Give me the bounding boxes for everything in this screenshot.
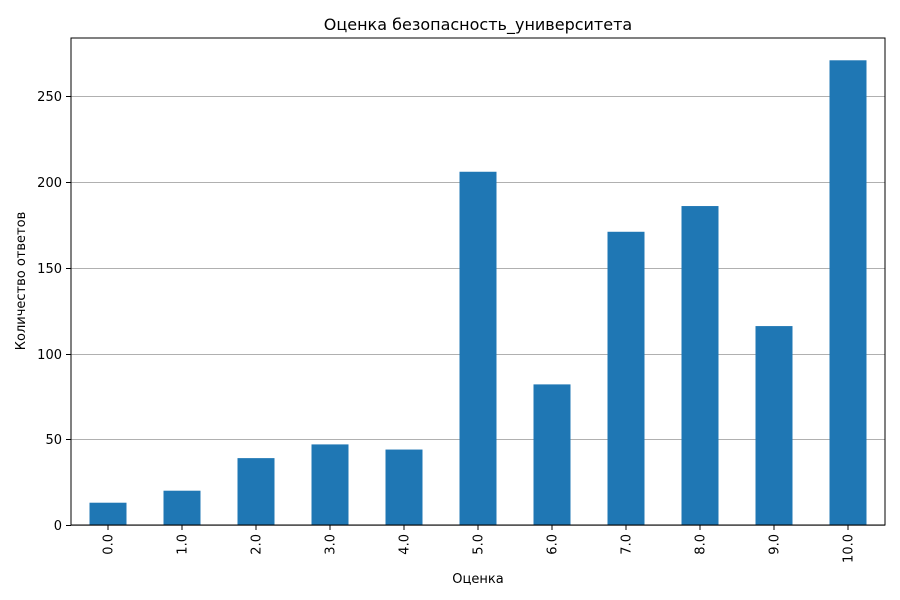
bar — [755, 326, 793, 525]
x-axis-ticks: 0.0 1.0 2.0 3.0 4.0 5.0 6.0 7.0 8.0 9.0 10.0 — [102, 525, 857, 563]
x-tick-label: 6.0 — [546, 534, 561, 555]
x-tick-label: 4.0 — [398, 534, 413, 555]
y-axis-ticks: 0 50 100 150 200 250 — [37, 90, 71, 534]
plot-frame — [70, 37, 886, 526]
bar — [681, 206, 719, 525]
bar — [533, 384, 571, 525]
x-tick-label: 3.0 — [324, 534, 339, 555]
y-tick-label: 150 — [37, 262, 62, 277]
bars — [89, 60, 867, 526]
x-tick-label: 0.0 — [102, 534, 117, 555]
bar — [311, 444, 349, 525]
y-tick-label: 250 — [37, 90, 62, 105]
x-tick-label: 9.0 — [768, 534, 783, 555]
bar — [237, 458, 275, 525]
x-tick-label: 1.0 — [176, 534, 191, 555]
bar — [385, 449, 423, 525]
y-tick-label: 100 — [37, 348, 62, 363]
x-tick-label: 2.0 — [250, 534, 265, 555]
bar — [829, 60, 867, 525]
bar — [459, 171, 497, 525]
chart-title: Оценка безопасность_университета — [324, 15, 632, 35]
bar — [607, 231, 645, 526]
y-tick-label: 200 — [37, 176, 62, 191]
y-axis-label: Количество ответов — [14, 212, 29, 350]
y-tick-label: 50 — [45, 433, 62, 448]
bar — [163, 490, 201, 525]
x-tick-label: 8.0 — [694, 534, 709, 555]
x-tick-label: 7.0 — [620, 534, 635, 555]
x-tick-label: 5.0 — [472, 534, 487, 555]
bar — [89, 502, 127, 525]
x-axis-label: Оценка — [452, 572, 503, 587]
x-tick-label: 10.0 — [842, 534, 857, 563]
y-tick-label: 0 — [54, 519, 62, 534]
